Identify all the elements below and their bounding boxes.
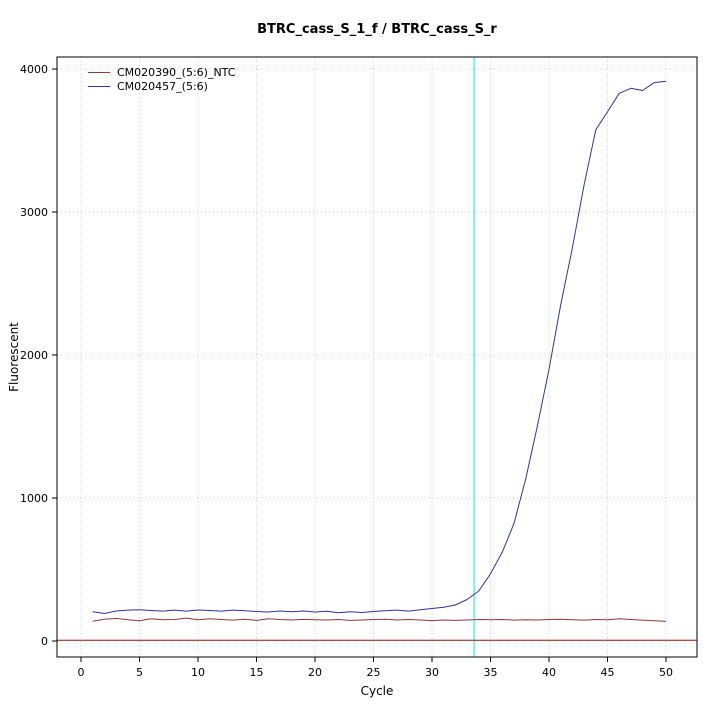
legend-line-sample-sample bbox=[88, 85, 110, 87]
y-axis-title: Fluorescent bbox=[7, 322, 21, 392]
legend-label-ntc: CM020390_(5:6)_NTC bbox=[117, 65, 236, 79]
y-tick-label: 4000 bbox=[20, 63, 48, 76]
x-tick-label: 30 bbox=[425, 666, 439, 679]
legend-line-sample-ntc bbox=[88, 71, 110, 73]
x-tick-label: 10 bbox=[191, 666, 205, 679]
x-tick-label: 35 bbox=[484, 666, 498, 679]
x-tick-label: 5 bbox=[136, 666, 143, 679]
gridlines bbox=[57, 57, 697, 657]
axis-tick-labels: 0 5 10 15 20 25 30 35 40 45 50 0 1000 2000 3000 4000 bbox=[20, 63, 673, 679]
x-tick-label: 0 bbox=[78, 666, 85, 679]
series-line-0 bbox=[92, 617, 667, 622]
x-tick-label: 40 bbox=[542, 666, 556, 679]
x-tick-label: 50 bbox=[659, 666, 673, 679]
x-tick-label: 45 bbox=[601, 666, 615, 679]
y-tick-label: 3000 bbox=[20, 206, 48, 219]
y-tick-label: 1000 bbox=[20, 492, 48, 505]
x-tick-label: 20 bbox=[308, 666, 322, 679]
series-line-1 bbox=[92, 80, 667, 614]
legend-item-sample: CM020457_(5:6) bbox=[88, 79, 235, 93]
axis-ticks bbox=[52, 68, 667, 662]
chart-title: BTRC_cass_S_1_f / BTRC_cass_S_r bbox=[257, 22, 497, 37]
y-tick-label: 2000 bbox=[20, 349, 48, 362]
x-axis-title: Cycle bbox=[360, 684, 394, 698]
plot-box bbox=[56, 56, 698, 658]
legend-label-sample: CM020457_(5:6) bbox=[117, 79, 208, 93]
x-tick-label: 15 bbox=[250, 666, 264, 679]
legend-item-ntc: CM020390_(5:6)_NTC bbox=[88, 65, 235, 79]
legend: CM020390_(5:6)_NTC CM020457_(5:6) bbox=[88, 65, 235, 93]
x-tick-label: 25 bbox=[367, 666, 381, 679]
y-tick-label: 0 bbox=[41, 635, 48, 648]
